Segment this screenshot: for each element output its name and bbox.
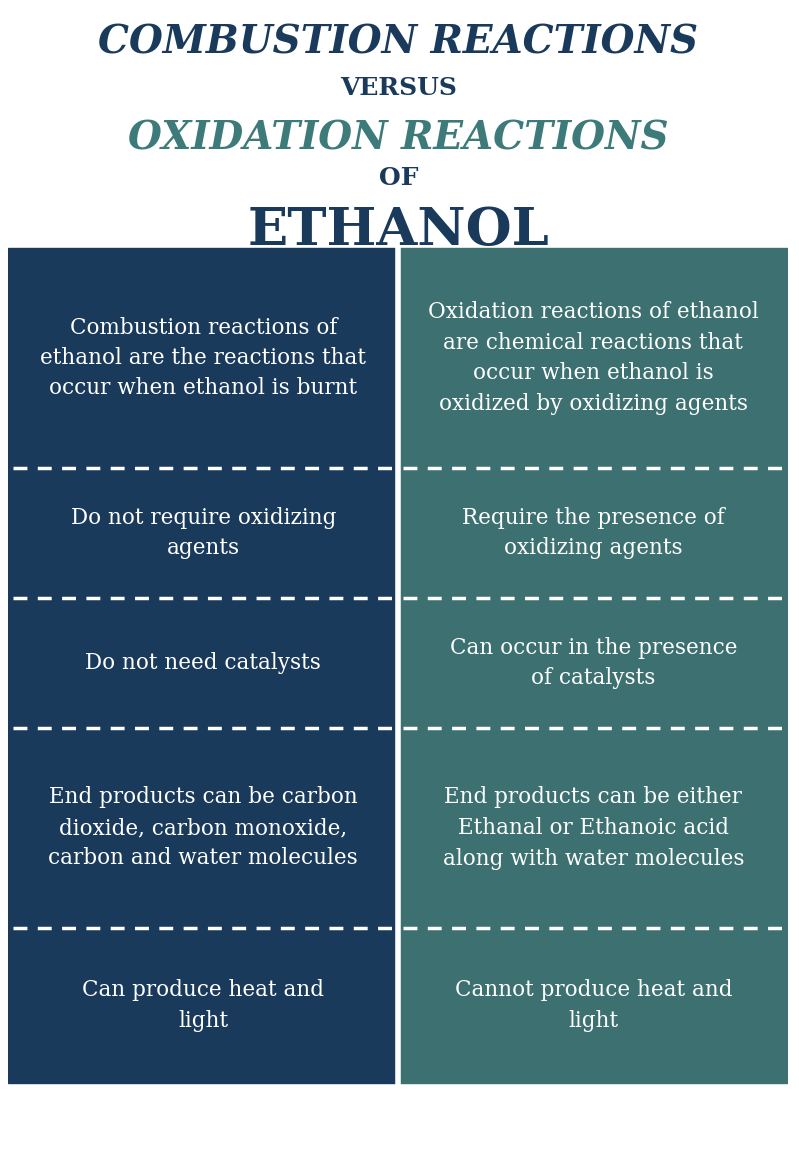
Text: OXIDATION REACTIONS: OXIDATION REACTIONS bbox=[128, 119, 669, 157]
Text: Require the presence of
oxidizing agents: Require the presence of oxidizing agents bbox=[462, 507, 725, 559]
Bar bbox=[8, 728, 399, 928]
Bar bbox=[8, 468, 399, 598]
Text: Can occur in the presence
of catalysts: Can occur in the presence of catalysts bbox=[450, 636, 737, 689]
Text: Can produce heat and
light: Can produce heat and light bbox=[82, 979, 324, 1032]
Bar bbox=[8, 598, 399, 728]
Text: End products can be either
Ethanal or Ethanoic acid
along with water molecules: End products can be either Ethanal or Et… bbox=[443, 786, 744, 869]
Text: COMBUSTION REACTIONS: COMBUSTION REACTIONS bbox=[98, 23, 698, 61]
Text: OF: OF bbox=[379, 166, 418, 190]
Text: Do not need catalysts: Do not need catalysts bbox=[85, 651, 321, 675]
Bar bbox=[8, 928, 399, 1083]
Text: VERSUS: VERSUS bbox=[340, 76, 457, 100]
Bar bbox=[399, 928, 789, 1083]
Text: ETHANOL: ETHANOL bbox=[248, 204, 549, 256]
Text: Oxidation reactions of ethanol
are chemical reactions that
occur when ethanol is: Oxidation reactions of ethanol are chemi… bbox=[428, 301, 759, 415]
Bar bbox=[399, 468, 789, 598]
Text: End products can be carbon
dioxide, carbon monoxide,
carbon and water molecules: End products can be carbon dioxide, carb… bbox=[49, 786, 358, 869]
Text: Cannot produce heat and
light: Cannot produce heat and light bbox=[455, 979, 732, 1032]
Bar bbox=[8, 248, 399, 468]
Text: Visit www.pediaa.com: Visit www.pediaa.com bbox=[588, 1126, 773, 1144]
Text: Combustion reactions of
ethanol are the reactions that
occur when ethanol is bur: Combustion reactions of ethanol are the … bbox=[40, 317, 366, 399]
Bar bbox=[399, 248, 789, 468]
Bar bbox=[399, 598, 789, 728]
Text: Do not require oxidizing
agents: Do not require oxidizing agents bbox=[70, 507, 336, 559]
Bar bbox=[399, 728, 789, 928]
